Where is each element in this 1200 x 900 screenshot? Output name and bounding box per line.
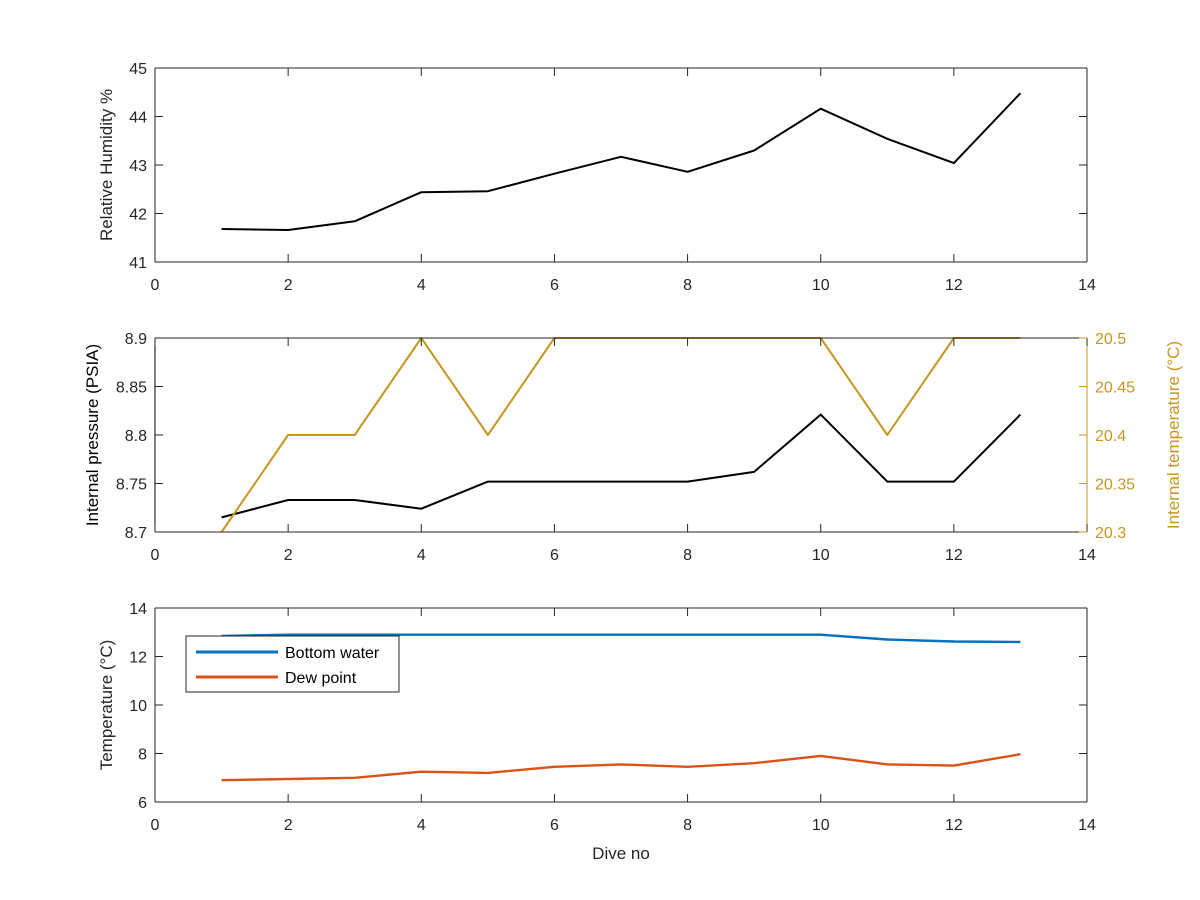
y-tick-label: 8.9 <box>125 331 147 348</box>
series-line-series-1 <box>221 92 1022 231</box>
x-tick-label: 0 <box>151 547 160 564</box>
x-tick-label: 10 <box>812 817 830 834</box>
y-tick-label: 45 <box>129 61 147 78</box>
x-tick-label: 8 <box>683 547 692 564</box>
y-axis-label: Internal pressure (PSIA) <box>83 344 102 526</box>
y2-tick-label: 20.45 <box>1095 380 1135 397</box>
legend-label: Dew point <box>285 670 357 687</box>
panel-1: 0 2 4 6 8 10 12 14 41 42 43 44 45 Relative Humidity % <box>97 61 1096 294</box>
y-tick-label: 12 <box>129 650 147 667</box>
x-tick-label: 10 <box>812 547 830 564</box>
x-tick-label: 4 <box>417 277 426 294</box>
y2-axis-label: Internal temperature (°C) <box>1164 341 1183 529</box>
y-tick-label: 8.7 <box>125 525 147 542</box>
y-tick-label: 42 <box>129 207 147 224</box>
y-tick-label: 43 <box>129 158 147 175</box>
y-tick-label: 8.85 <box>116 380 147 397</box>
x-tick-label: 6 <box>550 547 559 564</box>
legend: Bottom water Dew point <box>185 635 400 693</box>
legend-box <box>185 635 400 693</box>
y-tick-label: 10 <box>129 698 147 715</box>
y2-tick-label: 20.4 <box>1095 428 1126 445</box>
x-tick-label: 8 <box>683 817 692 834</box>
y-axis-label: Temperature (°C) <box>97 640 116 771</box>
x-tick-label: 2 <box>284 547 293 564</box>
legend-label: Bottom water <box>285 645 380 662</box>
x-tick-label: 6 <box>550 817 559 834</box>
x-axis-label: Dive no <box>592 844 650 863</box>
y2-tick-label: 20.5 <box>1095 331 1126 348</box>
y-tick-label: 8 <box>138 747 147 764</box>
y2-tick-label: 20.3 <box>1095 525 1126 542</box>
x-tick-label: 6 <box>550 277 559 294</box>
y-tick-label: 14 <box>129 601 147 618</box>
x-tick-label: 8 <box>683 277 692 294</box>
x-tick-label: 0 <box>151 277 160 294</box>
x-tick-label: 12 <box>945 547 963 564</box>
x-tick-label: 2 <box>284 277 293 294</box>
y-axis-label: Relative Humidity % <box>97 89 116 241</box>
x-tick-label: 4 <box>417 547 426 564</box>
y-tick-label: 41 <box>129 255 147 272</box>
y-tick-label: 8.75 <box>116 477 147 494</box>
x-tick-label: 14 <box>1078 547 1096 564</box>
y-tick-label: 8.8 <box>125 428 147 445</box>
panel-3: 0 2 4 6 8 10 12 14 6 8 10 12 14 Temperature (°C) Botto… <box>97 601 1096 834</box>
y2-tick-label: 20.35 <box>1095 477 1135 494</box>
series-line-series-1 <box>221 413 1022 519</box>
series-line-dew-point <box>221 753 1021 782</box>
y-tick-label: 6 <box>138 795 147 812</box>
series-line-bottom-water <box>221 633 1021 644</box>
x-tick-label: 14 <box>1078 817 1096 834</box>
y-tick-label: 44 <box>129 110 147 127</box>
x-tick-label: 14 <box>1078 277 1096 294</box>
x-tick-label: 10 <box>812 277 830 294</box>
x-tick-label: 12 <box>945 277 963 294</box>
x-tick-label: 2 <box>284 817 293 834</box>
x-tick-label: 0 <box>151 817 160 834</box>
x-tick-label: 4 <box>417 817 426 834</box>
x-tick-label: 12 <box>945 817 963 834</box>
panel-2: 0 2 4 6 8 10 12 14 8.7 8.75 8.8 8.85 8.9 20.3 20.35 20.… <box>83 331 1183 564</box>
